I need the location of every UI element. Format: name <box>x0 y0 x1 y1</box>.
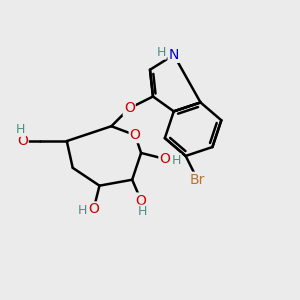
Text: N: N <box>169 48 179 62</box>
Text: O: O <box>130 128 141 142</box>
Text: H: H <box>77 204 87 218</box>
Text: H: H <box>157 46 166 59</box>
Text: O: O <box>17 134 28 148</box>
Text: Br: Br <box>190 173 205 187</box>
Text: O: O <box>159 152 170 166</box>
Text: H: H <box>172 154 181 167</box>
Text: O: O <box>124 101 135 116</box>
Text: H: H <box>16 123 26 136</box>
Text: H: H <box>138 205 147 218</box>
Text: O: O <box>136 194 146 208</box>
Text: O: O <box>88 202 99 216</box>
